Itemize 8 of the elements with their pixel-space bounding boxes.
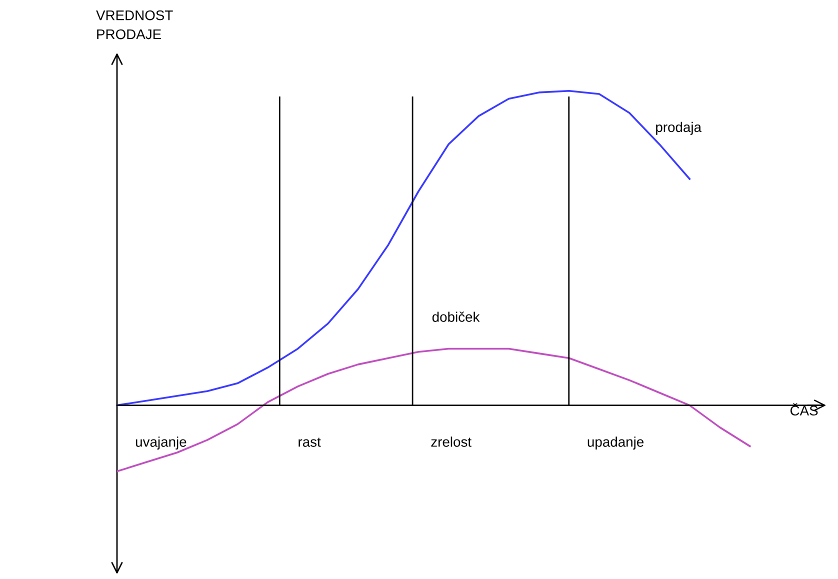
annotation: uvajanje	[136, 436, 186, 450]
series-label: prodaja	[656, 122, 702, 135]
y-axis-title: VREDNOST PRODAJE	[96, 10, 173, 40]
series-label: dobiček	[432, 312, 480, 322]
x-axis-title: ČAS	[790, 403, 818, 416]
annotation: zrelost	[431, 436, 472, 447]
annotation: upadanje	[588, 436, 644, 450]
annotation: rast	[298, 438, 321, 447]
